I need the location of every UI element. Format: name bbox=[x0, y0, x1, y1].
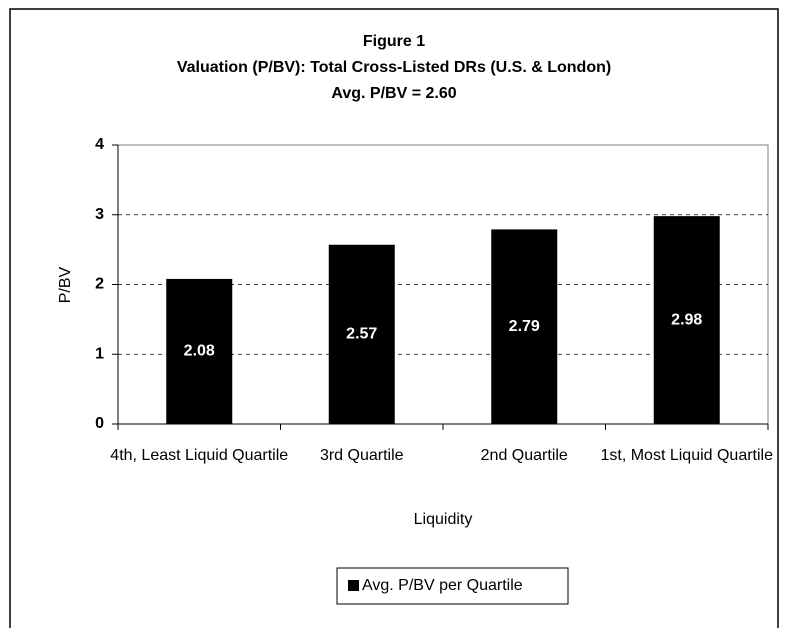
x-tick-label: 4th, Least Liquid Quartile bbox=[110, 447, 289, 464]
chart-title: Figure 1 bbox=[363, 33, 425, 50]
x-tick-label: 2nd Quartile bbox=[480, 447, 568, 464]
value-label: 2.79 bbox=[509, 318, 540, 335]
y-tick-label: 0 bbox=[95, 415, 104, 432]
value-label: 2.57 bbox=[346, 326, 377, 343]
x-tick-label: 3rd Quartile bbox=[319, 447, 404, 464]
bar bbox=[653, 216, 720, 424]
y-tick-label: 3 bbox=[95, 206, 104, 223]
legend-marker bbox=[348, 580, 359, 591]
value-label: 2.08 bbox=[184, 343, 215, 360]
x-tick-label: 1st, Most Liquid Quartile bbox=[600, 447, 774, 464]
legend-label: Avg. P/BV per Quartile bbox=[362, 577, 523, 594]
chart-subtitle: Valuation (P/BV): Total Cross-Listed DRs… bbox=[177, 59, 611, 76]
value-label: 2.98 bbox=[671, 311, 702, 328]
x-axis-label: Liquidity bbox=[414, 511, 473, 528]
y-tick-label: 4 bbox=[95, 136, 104, 153]
annotation: Avg. P/BV = 2.60 bbox=[331, 85, 456, 102]
legend-box bbox=[336, 567, 569, 605]
bar bbox=[166, 278, 233, 424]
y-axis-label: P/BV bbox=[57, 266, 74, 303]
bar bbox=[328, 244, 395, 424]
bar bbox=[491, 229, 558, 424]
frame bbox=[9, 8, 779, 628]
y-tick-label: 2 bbox=[95, 276, 104, 293]
y-tick-label: 1 bbox=[95, 345, 104, 362]
